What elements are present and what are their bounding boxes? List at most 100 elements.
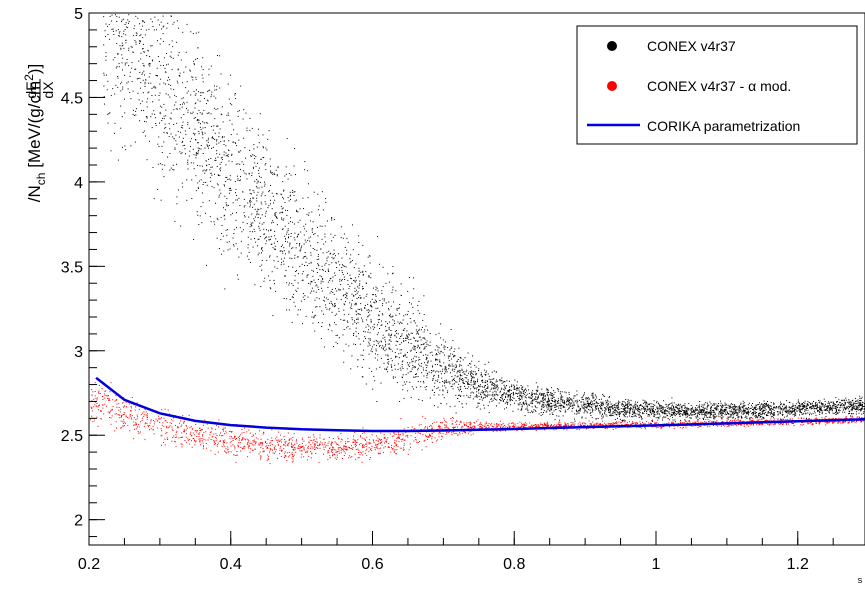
black-scatter-point	[249, 226, 251, 228]
red-scatter-point	[291, 447, 293, 449]
red-scatter-point	[352, 441, 354, 443]
red-scatter-point	[337, 444, 338, 445]
black-scatter-point	[588, 403, 589, 405]
black-scatter-point	[497, 387, 499, 389]
black-scatter-point	[509, 398, 511, 400]
black-scatter-point	[742, 408, 744, 410]
red-scatter-point	[102, 407, 104, 409]
red-scatter-point	[357, 439, 359, 441]
black-scatter-point	[586, 407, 588, 409]
black-scatter-point	[312, 221, 314, 223]
red-scatter-point	[428, 436, 430, 438]
black-scatter-point	[451, 346, 453, 348]
black-scatter-point	[388, 309, 390, 311]
black-scatter-point	[652, 408, 654, 409]
red-scatter-point	[692, 422, 694, 424]
red-scatter-point	[427, 436, 428, 438]
black-scatter-point	[842, 399, 844, 401]
black-scatter-point	[583, 393, 585, 395]
red-scatter-point	[683, 422, 685, 423]
red-scatter-point	[559, 424, 561, 426]
black-scatter-point	[273, 172, 275, 174]
black-scatter-point	[110, 150, 112, 152]
black-scatter-point	[288, 237, 289, 239]
red-scatter-point	[589, 423, 591, 425]
red-scatter-point	[550, 425, 551, 427]
red-scatter-point	[323, 438, 325, 440]
black-scatter-point	[543, 393, 545, 395]
black-scatter-point	[129, 71, 131, 73]
red-scatter-point	[390, 451, 392, 453]
red-scatter-point	[332, 454, 334, 456]
black-scatter-point	[588, 404, 590, 406]
black-scatter-point	[662, 412, 663, 413]
black-scatter-point	[609, 409, 611, 411]
red-scatter-point	[732, 424, 734, 426]
red-scatter-point	[642, 421, 643, 423]
black-scatter-point	[294, 223, 296, 225]
black-scatter-point	[623, 401, 625, 403]
black-scatter-point	[513, 386, 515, 388]
red-scatter-point	[861, 417, 863, 418]
red-scatter-point	[480, 427, 482, 429]
red-scatter-point	[370, 442, 372, 444]
black-scatter-point	[194, 94, 196, 96]
red-scatter-point	[656, 427, 658, 429]
black-scatter-point	[321, 225, 323, 227]
red-scatter-point	[192, 432, 194, 434]
black-scatter-point	[448, 381, 450, 383]
black-scatter-point	[145, 116, 147, 117]
black-scatter-point	[440, 402, 442, 404]
black-scatter-point	[187, 109, 189, 111]
black-scatter-point	[484, 388, 486, 390]
black-scatter-point	[494, 398, 496, 400]
black-scatter-point	[187, 159, 189, 161]
black-scatter-point	[634, 413, 636, 415]
black-scatter-point	[164, 123, 166, 125]
red-scatter-point	[706, 424, 708, 426]
black-scatter-point	[500, 399, 501, 401]
black-scatter-point	[367, 324, 369, 325]
black-scatter-point	[444, 348, 446, 350]
red-scatter-point	[349, 446, 350, 448]
black-scatter-point	[354, 303, 356, 305]
red-scatter-point	[626, 422, 628, 424]
black-scatter-point	[623, 415, 625, 417]
black-scatter-point	[414, 322, 416, 324]
red-scatter-point	[418, 424, 420, 426]
red-scatter-point	[178, 437, 180, 439]
red-scatter-point	[180, 420, 182, 422]
black-scatter-point	[378, 318, 380, 320]
black-scatter-point	[237, 199, 238, 201]
red-scatter-point	[90, 419, 92, 421]
red-scatter-point	[265, 446, 267, 448]
red-scatter-point	[644, 427, 646, 429]
red-scatter-point	[477, 424, 479, 426]
red-scatter-point	[198, 436, 200, 438]
red-scatter-point	[484, 425, 486, 427]
black-scatter-point	[426, 358, 428, 359]
black-scatter-point	[250, 193, 252, 195]
red-scatter-point	[842, 422, 844, 424]
black-scatter-point	[653, 412, 655, 413]
red-scatter-point	[666, 423, 668, 425]
black-scatter-point	[285, 166, 287, 168]
black-scatter-point	[294, 239, 296, 241]
red-scatter-point	[274, 448, 276, 450]
black-scatter-point	[255, 185, 257, 187]
black-scatter-point	[783, 404, 785, 406]
black-scatter-point	[566, 401, 567, 403]
black-scatter-point	[335, 288, 336, 290]
red-scatter-point	[144, 439, 146, 441]
red-scatter-point	[210, 431, 212, 433]
black-scatter-point	[478, 368, 480, 370]
black-scatter-point	[471, 373, 473, 375]
red-scatter-point	[453, 431, 455, 433]
black-scatter-point	[394, 364, 396, 366]
black-scatter-point	[857, 409, 859, 411]
red-scatter-point	[240, 450, 242, 452]
black-scatter-point	[489, 390, 491, 392]
black-scatter-point	[662, 417, 664, 419]
red-scatter-point	[316, 441, 318, 443]
black-scatter-point	[499, 380, 501, 382]
